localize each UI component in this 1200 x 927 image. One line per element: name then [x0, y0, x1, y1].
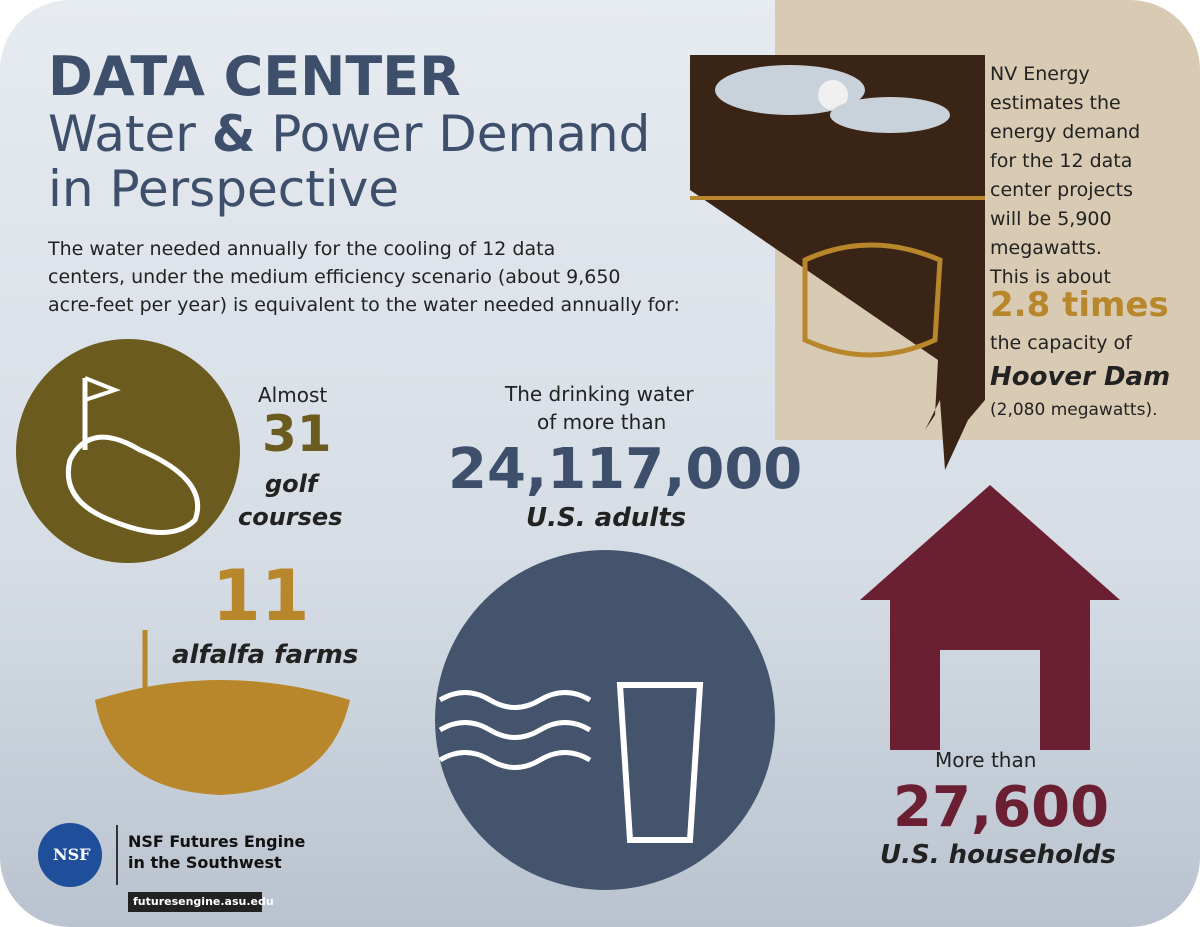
energy-highlight: 2.8 times [990, 285, 1169, 325]
text-line: megawatts. [990, 237, 1102, 259]
golf-label: golf [265, 470, 318, 498]
glass-icon [616, 682, 704, 843]
golf-label: courses [238, 503, 343, 531]
text-line: NV Energy [990, 63, 1090, 85]
text-line: will be 5,900 [990, 208, 1112, 230]
text-line: estimates the [990, 92, 1121, 114]
energy-text: the capacity of [990, 332, 1132, 354]
text-line: center projects [990, 179, 1134, 201]
energy-text: NV Energy estimates the energy demand for t… [990, 60, 1140, 292]
url: futuresengine.asu.edu [133, 895, 274, 908]
subtitle-part: Water [48, 105, 212, 163]
farm-icon [95, 680, 350, 795]
text-line: acre-feet per year) is equivalent to the… [48, 294, 680, 316]
alfalfa-number: 11 [212, 555, 310, 637]
subtitle: in Perspective [48, 160, 400, 218]
flag [84, 376, 121, 402]
golf-prefix: Almost [258, 383, 328, 407]
dam-icon [802, 242, 943, 358]
adults-label: U.S. adults [526, 503, 687, 533]
alfalfa-label: alfalfa farms [172, 640, 359, 670]
subtitle: Water & Power Demand [48, 105, 650, 163]
households-number: 27,600 [893, 775, 1110, 840]
households-prefix: More than [935, 748, 1037, 772]
adults-prefix: of more than [537, 410, 667, 434]
moon [818, 80, 848, 110]
text-line: for the 12 data [990, 150, 1133, 172]
households-label: U.S. households [880, 840, 1117, 870]
golf-number: 31 [262, 405, 332, 463]
adults-prefix: The drinking water [505, 382, 694, 406]
golf-circle [16, 339, 240, 563]
text-line: energy demand [990, 121, 1141, 143]
subtitle-part: Power Demand [255, 105, 651, 163]
nevada-shape [690, 55, 985, 470]
cloud [830, 97, 950, 133]
house-icon [860, 485, 1120, 750]
subtitle-amp: & [211, 105, 256, 163]
adults-number: 24,117,000 [448, 437, 803, 502]
dam-name: Hoover Dam [990, 362, 1171, 392]
water-circle [435, 550, 775, 890]
dam-capacity: (2,080 megawatts). [990, 400, 1158, 420]
golf-icon [65, 434, 201, 535]
intro: The water needed annually for the coolin… [48, 235, 680, 319]
text-line: The water needed annually for the coolin… [48, 238, 556, 260]
text-line: centers, under the medium efficiency sce… [48, 266, 621, 288]
org-name: in the Southwest [128, 853, 282, 872]
text-line: This is about [990, 266, 1111, 288]
logo-text: NSF [53, 845, 91, 864]
nsf-logo [38, 823, 102, 887]
waves [438, 690, 592, 770]
url-box [128, 892, 262, 912]
title: DATA CENTER [48, 45, 461, 108]
org-name: NSF Futures Engine [128, 832, 306, 851]
